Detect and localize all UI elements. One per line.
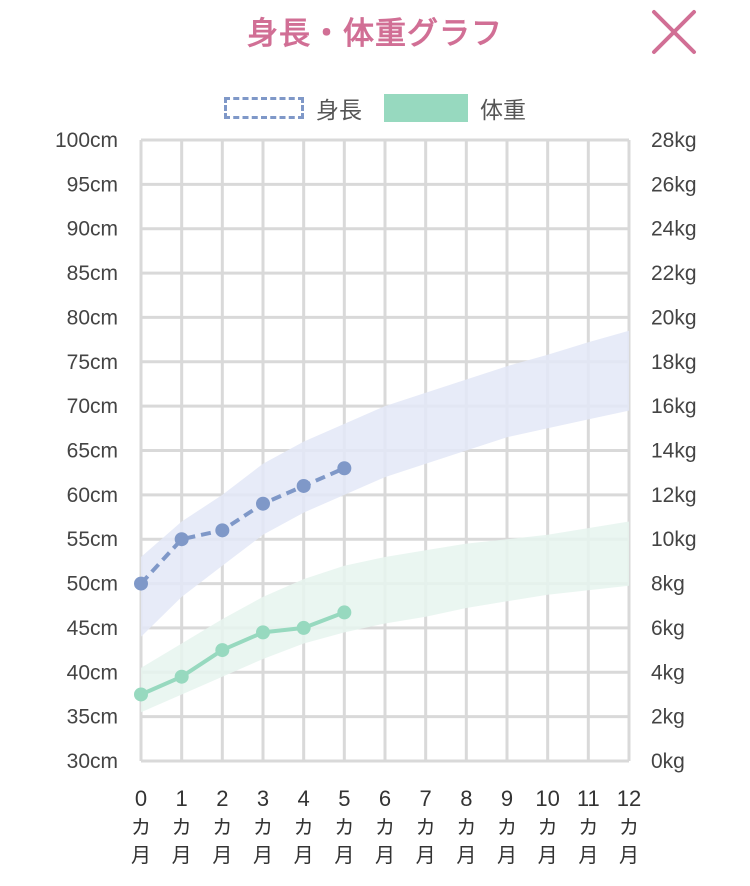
legend-swatch-height bbox=[224, 97, 304, 119]
x-tick-unit: カ bbox=[172, 815, 192, 839]
y-right-tick-label: 18kg bbox=[651, 351, 697, 374]
y-right-tick-label: 20kg bbox=[651, 306, 697, 329]
y-left-tick-label: 40cm bbox=[67, 661, 118, 684]
x-tick-unit: 月 bbox=[456, 843, 476, 867]
height-series-line bbox=[139, 466, 346, 585]
weight-reference-band bbox=[141, 521, 629, 713]
x-tick-unit: カ bbox=[619, 815, 639, 839]
x-tick-unit: 月 bbox=[416, 843, 436, 867]
x-tick-label: 8 bbox=[460, 786, 472, 811]
x-tick-unit: 月 bbox=[619, 843, 639, 867]
legend-label-weight: 体重 bbox=[480, 98, 526, 124]
weight-data-point bbox=[296, 620, 311, 635]
x-tick-unit: カ bbox=[212, 815, 232, 839]
y-left-tick-label: 100cm bbox=[55, 129, 118, 152]
x-tick-label: 11 bbox=[577, 786, 600, 811]
legend-item-height[interactable]: 身長 bbox=[224, 88, 362, 128]
weight-data-point bbox=[337, 605, 352, 620]
x-tick-unit: カ bbox=[578, 815, 598, 839]
y-right-tick-label: 22kg bbox=[651, 262, 697, 285]
weight-data-point bbox=[256, 625, 270, 640]
legend: 身長 体重 bbox=[0, 88, 750, 128]
x-tick-unit: 月 bbox=[131, 843, 151, 867]
y-right-tick-label: 8kg bbox=[651, 573, 685, 596]
y-right-tick-label: 28kg bbox=[651, 129, 697, 152]
height-data-point bbox=[174, 532, 189, 547]
x-tick-unit: 月 bbox=[538, 843, 558, 867]
x-tick-unit: 月 bbox=[294, 843, 314, 867]
y-right-tick-label: 12kg bbox=[651, 484, 697, 507]
y-right-tick-label: 0kg bbox=[651, 750, 685, 773]
x-tick-label: 9 bbox=[501, 786, 513, 811]
x-tick-unit: 月 bbox=[578, 843, 598, 867]
y-right-tick-label: 24kg bbox=[651, 218, 697, 241]
y-left-tick-label: 30cm bbox=[67, 750, 118, 773]
y-right-tick-label: 14kg bbox=[651, 440, 697, 463]
weight-series-line bbox=[140, 610, 346, 697]
x-tick-unit: カ bbox=[253, 815, 273, 839]
x-tick-unit: カ bbox=[375, 815, 395, 839]
weight-data-point bbox=[134, 687, 148, 702]
x-tick-unit: 月 bbox=[253, 843, 273, 867]
weight-data-point bbox=[215, 643, 230, 658]
y-right-tick-label: 10kg bbox=[651, 528, 697, 551]
page-title: 身長・体重グラフ bbox=[247, 16, 503, 52]
height-reference-band bbox=[141, 330, 629, 637]
x-tick-unit: 月 bbox=[334, 843, 354, 867]
y-right-tick-label: 2kg bbox=[651, 706, 685, 729]
x-tick-unit: 月 bbox=[172, 843, 192, 867]
y-left-tick-label: 55cm bbox=[67, 528, 118, 551]
y-left-tick-label: 70cm bbox=[67, 395, 118, 418]
x-tick-label: 3 bbox=[257, 786, 269, 811]
height-data-point bbox=[337, 461, 352, 476]
height-data-point bbox=[215, 523, 230, 538]
y-left-tick-label: 45cm bbox=[67, 617, 118, 640]
x-tick-label: 12 bbox=[617, 786, 641, 811]
x-tick-label: 10 bbox=[535, 786, 559, 811]
x-tick-label: 1 bbox=[176, 786, 188, 811]
x-tick-unit: カ bbox=[416, 815, 436, 839]
x-tick-label: 5 bbox=[338, 786, 350, 811]
y-right-tick-label: 26kg bbox=[651, 173, 697, 196]
y-left-tick-label: 60cm bbox=[67, 484, 118, 507]
x-tick-unit: カ bbox=[456, 815, 476, 839]
height-data-point bbox=[134, 576, 148, 591]
y-left-tick-label: 85cm bbox=[67, 262, 118, 285]
close-x-icon bbox=[652, 10, 696, 54]
x-tick-unit: カ bbox=[538, 815, 558, 839]
legend-swatch-weight bbox=[384, 94, 468, 122]
x-tick-unit: 月 bbox=[375, 843, 395, 867]
y-right-tick-label: 4kg bbox=[651, 661, 685, 684]
y-left-tick-label: 80cm bbox=[67, 306, 118, 329]
x-tick-label: 4 bbox=[298, 786, 310, 811]
x-tick-unit: カ bbox=[497, 815, 517, 839]
weight-data-point bbox=[174, 669, 189, 684]
y-right-tick-label: 6kg bbox=[651, 617, 685, 640]
legend-label-height: 身長 bbox=[316, 98, 362, 124]
x-tick-unit: カ bbox=[334, 815, 354, 839]
y-left-tick-label: 65cm bbox=[67, 440, 118, 463]
y-left-tick-label: 75cm bbox=[67, 351, 118, 374]
x-tick-label: 0 bbox=[135, 786, 147, 811]
height-data-point bbox=[256, 496, 270, 511]
x-tick-label: 7 bbox=[420, 786, 432, 811]
x-tick-unit: 月 bbox=[497, 843, 517, 867]
y-left-tick-label: 90cm bbox=[67, 218, 118, 241]
legend-item-weight[interactable]: 体重 bbox=[384, 88, 526, 128]
height-data-point bbox=[296, 478, 311, 493]
x-tick-unit: 月 bbox=[212, 843, 232, 867]
y-left-tick-label: 95cm bbox=[67, 173, 118, 196]
x-tick-label: 2 bbox=[216, 786, 228, 811]
x-tick-unit: カ bbox=[294, 815, 314, 839]
y-left-tick-label: 35cm bbox=[67, 706, 118, 729]
x-tick-unit: カ bbox=[131, 815, 151, 839]
y-left-tick-label: 50cm bbox=[67, 573, 118, 596]
x-tick-label: 6 bbox=[379, 786, 391, 811]
y-right-tick-label: 16kg bbox=[651, 395, 697, 418]
close-button[interactable] bbox=[648, 6, 700, 58]
